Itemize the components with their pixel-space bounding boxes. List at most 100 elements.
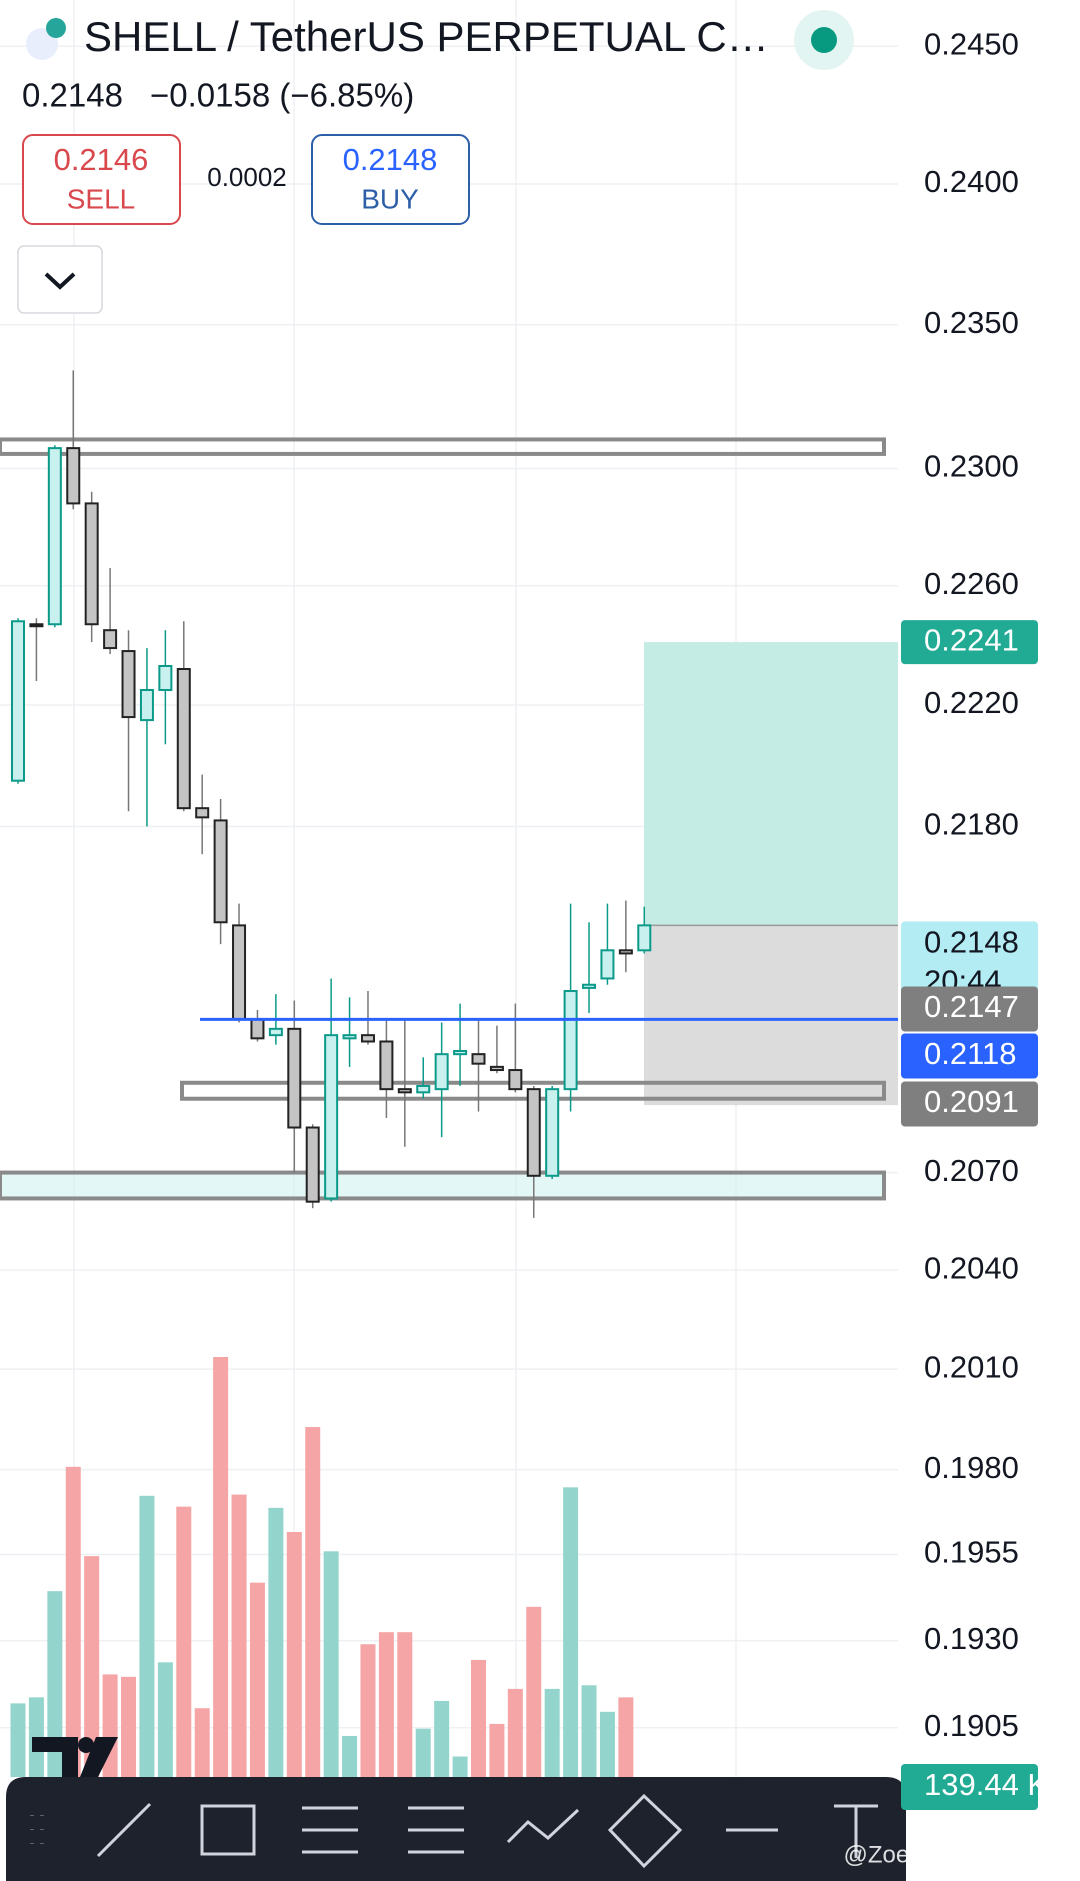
symbol-logo-badge xyxy=(46,18,66,38)
volume-bar xyxy=(581,1685,597,1777)
zone xyxy=(0,437,886,456)
fib-tool[interactable] xyxy=(302,1806,358,1854)
candle-body xyxy=(526,1088,541,1177)
y-tick-label: 0.2350 xyxy=(924,305,1019,340)
status-dot xyxy=(811,27,837,53)
candle-body xyxy=(84,502,99,626)
volume-bar xyxy=(452,1756,468,1777)
y-tick-label: 0.2180 xyxy=(924,807,1019,842)
volume-bar xyxy=(471,1659,486,1777)
last-price-tag xyxy=(901,921,1038,1006)
volume-bar xyxy=(434,1700,450,1777)
price-change: −0.0158 (−6.85%) xyxy=(150,77,414,114)
volume-bar xyxy=(268,1507,284,1777)
candle-body xyxy=(139,688,154,722)
last-price: 0.2148 xyxy=(22,77,123,114)
y-tick-label: 0.2400 xyxy=(924,164,1019,199)
volume-bar xyxy=(415,1728,431,1777)
candle-body xyxy=(434,1053,449,1091)
buy-button[interactable] xyxy=(311,134,470,225)
volume-bar xyxy=(563,1487,579,1777)
volume-bar xyxy=(286,1532,302,1777)
grip-icon xyxy=(30,1815,44,1844)
volume-bar xyxy=(213,1357,229,1777)
price-tag xyxy=(901,1081,1038,1127)
y-tick-label: 0.2300 xyxy=(924,449,1019,484)
pattern-tool[interactable] xyxy=(506,1808,580,1844)
toolbar-icons xyxy=(30,1793,878,1869)
buy-price: 0.2148 xyxy=(343,142,438,177)
candle-body xyxy=(66,447,81,505)
candle-body xyxy=(158,665,173,691)
candle-body xyxy=(342,1034,357,1040)
volume-bar xyxy=(544,1688,560,1777)
y-tick-label: 0.1905 xyxy=(924,1708,1019,1743)
volume-bar xyxy=(507,1688,523,1777)
candle-body xyxy=(11,620,25,782)
watermark: @Zoe_CryptoAnalyst xyxy=(844,1841,1073,1868)
chevron-icon xyxy=(44,272,76,290)
volume-bar xyxy=(526,1606,542,1777)
candle-body xyxy=(360,1034,375,1043)
volume-bar xyxy=(249,1582,265,1777)
collapse-button[interactable] xyxy=(17,245,103,314)
volume-bar xyxy=(342,1735,358,1777)
volume-bar xyxy=(599,1711,615,1777)
y-tick-label: 0.2220 xyxy=(924,685,1019,720)
candle-body xyxy=(563,990,578,1091)
candle-body xyxy=(47,447,62,626)
candle-body xyxy=(268,1027,283,1037)
trendline-tool[interactable] xyxy=(96,1802,152,1858)
candle-body xyxy=(103,629,118,650)
candle-body xyxy=(397,1088,412,1094)
volume-bar xyxy=(360,1644,376,1777)
candle-body xyxy=(582,983,597,989)
volume-tag xyxy=(901,1764,1038,1810)
plot xyxy=(0,45,898,1777)
rectangle-tool[interactable] xyxy=(200,1804,256,1856)
shape-tool[interactable] xyxy=(607,1793,683,1869)
y-tick-label: 0.2040 xyxy=(924,1250,1019,1285)
candle-body xyxy=(305,1126,320,1203)
buy-label: BUY xyxy=(361,183,419,214)
candle-body xyxy=(508,1069,523,1091)
y-tick-label: 0.1930 xyxy=(924,1621,1019,1656)
candle-body xyxy=(489,1065,504,1072)
price-tag-label: 0.2091 xyxy=(924,1084,1019,1119)
candle-body xyxy=(121,650,136,719)
volume-bar xyxy=(121,1676,137,1777)
text-tool[interactable] xyxy=(834,1804,878,1858)
candle-body xyxy=(232,924,247,1021)
grid xyxy=(73,0,737,1777)
symbol-title: SHELL / TetherUS PERPETUAL C… xyxy=(84,13,769,60)
volume-bar xyxy=(397,1632,413,1777)
candle-body xyxy=(416,1084,431,1094)
y-tick-label: 0.2260 xyxy=(924,566,1019,601)
candle-body xyxy=(287,1027,302,1129)
volume-bar xyxy=(378,1632,394,1777)
price-tag-label: 0.2147 xyxy=(924,989,1019,1024)
volume-bar xyxy=(176,1506,192,1777)
last-price-label: 0.2148 xyxy=(924,925,1019,960)
candle-body xyxy=(637,924,652,952)
volume-bar xyxy=(84,1556,100,1777)
tv-logo-dot xyxy=(78,1737,94,1753)
stop-zone xyxy=(644,925,898,1106)
y-tick-label: 0.1955 xyxy=(924,1535,1019,1570)
volume-bar xyxy=(139,1495,155,1777)
volume-bar xyxy=(47,1591,63,1777)
candle-body xyxy=(195,807,210,819)
volume-bar xyxy=(489,1723,505,1777)
y-tick-label: 0.2450 xyxy=(924,26,1019,61)
sell-button[interactable] xyxy=(22,134,181,225)
tv-logo xyxy=(32,1737,118,1777)
volume-bar xyxy=(10,1703,26,1777)
price-tag xyxy=(901,1033,1038,1079)
y-tick-label: 0.2010 xyxy=(924,1349,1019,1384)
volume-tag-label: 139.44 K xyxy=(924,1767,1048,1802)
pitchfork-tool[interactable] xyxy=(408,1806,464,1854)
y-tick-label: 0.1980 xyxy=(924,1450,1019,1485)
candle-body xyxy=(545,1088,560,1177)
